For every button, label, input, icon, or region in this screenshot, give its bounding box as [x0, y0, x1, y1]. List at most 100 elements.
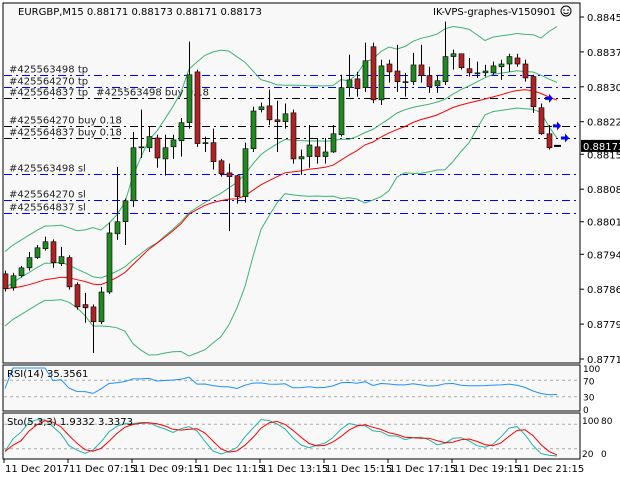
- candle: [498, 59, 505, 80]
- candle: [522, 59, 529, 82]
- rsi-line: [4, 367, 558, 396]
- candle: [186, 41, 193, 129]
- candle: [554, 144, 561, 147]
- moving-average-line: [4, 89, 558, 290]
- time-tick-label: 11 Dec 09:15: [133, 464, 200, 475]
- level-label-tp: #425564270 tp: [9, 77, 88, 88]
- candle: [338, 74, 345, 137]
- rsi-pane[interactable]: [2, 364, 581, 412]
- rsi-label: RSI(14) 35.3561: [7, 369, 88, 380]
- candle-body: [2, 273, 9, 290]
- candle-body: [258, 106, 265, 110]
- candle: [474, 61, 481, 78]
- candle-body: [394, 70, 401, 82]
- candle-body: [418, 64, 425, 76]
- candle-body: [338, 87, 345, 136]
- candle-body: [546, 133, 553, 149]
- candle-body: [10, 275, 17, 289]
- candle: [18, 265, 25, 278]
- candle: [322, 137, 329, 164]
- candle: [122, 198, 129, 245]
- candle: [202, 136, 209, 152]
- candle-body: [74, 284, 81, 308]
- candle: [274, 100, 281, 152]
- candle-body: [146, 136, 153, 149]
- rsi-indicator: 100 70 30 0: [4, 365, 600, 416]
- stochastic-tick-label: 80: [601, 417, 613, 427]
- candle: [162, 134, 169, 176]
- candle-body: [26, 257, 33, 269]
- candle-body: [18, 267, 25, 277]
- time-tick-label: 11 Dec 19:15: [453, 464, 520, 475]
- candle: [410, 52, 417, 85]
- stochastic-tick-label: 100: [582, 417, 599, 427]
- level-label-sl: #425564270 sl: [9, 190, 86, 201]
- time-tick-label: 11 Dec 2017: [5, 464, 69, 475]
- candle: [138, 109, 145, 158]
- rsi-tick-label: 30: [583, 394, 595, 404]
- candle-body: [34, 247, 41, 258]
- upper-band-line: [4, 25, 558, 252]
- main-price-pane[interactable]: [2, 2, 581, 364]
- candle-body: [530, 76, 537, 108]
- candle: [58, 246, 65, 266]
- candle: [298, 149, 305, 175]
- candles: [2, 21, 561, 353]
- price-tick-label: 0.87715: [587, 355, 620, 366]
- candle-body: [450, 53, 457, 57]
- candle: [90, 304, 97, 353]
- middle-band-line: [4, 70, 558, 290]
- candle-body: [186, 74, 193, 123]
- candle-body: [210, 142, 217, 163]
- candle: [306, 124, 313, 168]
- candle-body: [498, 63, 505, 68]
- price-tick-label: 0.88225: [587, 118, 620, 129]
- candle-body: [266, 105, 273, 121]
- candle: [530, 74, 537, 113]
- candle: [106, 222, 113, 294]
- candle-body: [202, 142, 209, 144]
- candle-body: [314, 146, 321, 157]
- level-label-tp: #425563498 tp: [9, 65, 88, 76]
- level-label-sl: #425563498 sl: [9, 164, 86, 175]
- candle-body: [386, 63, 393, 73]
- candle: [290, 109, 297, 164]
- smiley-face-icon[interactable]: [560, 5, 572, 17]
- candle: [434, 75, 441, 93]
- candle-body: [250, 110, 257, 149]
- candle-body: [474, 72, 481, 75]
- level-label-order: #425563498 buy 0.18: [96, 88, 209, 99]
- candle: [130, 131, 137, 207]
- candle: [386, 59, 393, 83]
- candle: [538, 103, 545, 135]
- stochastic-label: Sto(5,3,3) 1.9332 3.3373: [7, 417, 133, 428]
- candle-body: [178, 122, 185, 142]
- candle: [34, 245, 41, 259]
- candle: [218, 158, 225, 177]
- rsi-tick-label: 100: [583, 365, 600, 375]
- candle-body: [298, 156, 305, 160]
- candle: [266, 89, 273, 125]
- level-label-order: #425564270 buy 0.18: [9, 116, 122, 127]
- level-label-sl: #425564837 sl: [9, 203, 86, 214]
- candle-body: [130, 147, 137, 202]
- candle-body: [66, 257, 73, 288]
- candle: [354, 71, 361, 97]
- candle-body: [306, 144, 313, 157]
- candle-body: [538, 107, 545, 135]
- candle-body: [466, 68, 473, 74]
- time-tick-label: 11 Dec 13:15: [261, 464, 328, 475]
- current-price-label: 0.88173: [583, 142, 620, 153]
- candle-body: [282, 113, 289, 122]
- candle: [170, 134, 177, 159]
- candle: [210, 128, 217, 170]
- buy-entry-arrow-icon: [561, 133, 569, 143]
- candle-body: [162, 147, 169, 160]
- candle-body: [402, 81, 409, 83]
- lower-band-line: [4, 107, 558, 357]
